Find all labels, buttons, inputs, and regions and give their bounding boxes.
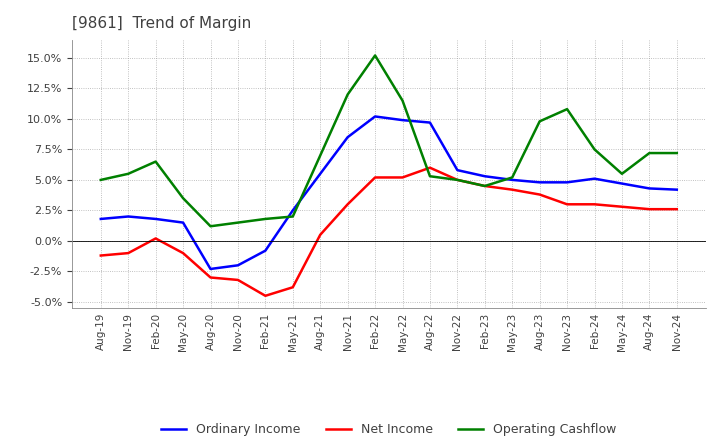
Net Income — [206, 275, 215, 280]
Net Income — [426, 165, 434, 170]
Net Income — [289, 285, 297, 290]
Ordinary Income — [536, 180, 544, 185]
Net Income — [645, 206, 654, 212]
Operating Cashflow — [233, 220, 242, 225]
Net Income — [508, 187, 516, 192]
Operating Cashflow — [371, 53, 379, 58]
Operating Cashflow — [179, 195, 187, 201]
Ordinary Income — [480, 174, 489, 179]
Operating Cashflow — [480, 183, 489, 189]
Operating Cashflow — [426, 174, 434, 179]
Net Income — [233, 277, 242, 282]
Line: Net Income: Net Income — [101, 168, 677, 296]
Operating Cashflow — [96, 177, 105, 183]
Net Income — [316, 232, 325, 238]
Operating Cashflow — [590, 147, 599, 152]
Ordinary Income — [508, 177, 516, 183]
Ordinary Income — [590, 176, 599, 181]
Ordinary Income — [563, 180, 572, 185]
Ordinary Income — [426, 120, 434, 125]
Operating Cashflow — [618, 171, 626, 176]
Operating Cashflow — [563, 106, 572, 112]
Ordinary Income — [261, 248, 270, 253]
Net Income — [563, 202, 572, 207]
Operating Cashflow — [536, 119, 544, 124]
Ordinary Income — [206, 266, 215, 271]
Operating Cashflow — [151, 159, 160, 164]
Ordinary Income — [151, 216, 160, 222]
Operating Cashflow — [508, 175, 516, 180]
Ordinary Income — [645, 186, 654, 191]
Operating Cashflow — [261, 216, 270, 222]
Legend: Ordinary Income, Net Income, Operating Cashflow: Ordinary Income, Net Income, Operating C… — [156, 418, 621, 440]
Line: Ordinary Income: Ordinary Income — [101, 117, 677, 269]
Ordinary Income — [96, 216, 105, 222]
Net Income — [536, 192, 544, 197]
Net Income — [124, 250, 132, 256]
Net Income — [590, 202, 599, 207]
Net Income — [618, 204, 626, 209]
Net Income — [398, 175, 407, 180]
Operating Cashflow — [453, 177, 462, 183]
Ordinary Income — [371, 114, 379, 119]
Operating Cashflow — [316, 153, 325, 158]
Ordinary Income — [672, 187, 681, 192]
Ordinary Income — [453, 168, 462, 173]
Operating Cashflow — [672, 150, 681, 156]
Operating Cashflow — [398, 98, 407, 103]
Ordinary Income — [398, 117, 407, 123]
Ordinary Income — [124, 214, 132, 219]
Ordinary Income — [618, 181, 626, 186]
Net Income — [672, 206, 681, 212]
Net Income — [371, 175, 379, 180]
Operating Cashflow — [206, 224, 215, 229]
Ordinary Income — [316, 171, 325, 176]
Operating Cashflow — [343, 92, 352, 97]
Net Income — [480, 183, 489, 189]
Operating Cashflow — [124, 171, 132, 176]
Ordinary Income — [343, 135, 352, 140]
Net Income — [261, 293, 270, 298]
Net Income — [179, 250, 187, 256]
Text: [9861]  Trend of Margin: [9861] Trend of Margin — [72, 16, 251, 32]
Ordinary Income — [289, 208, 297, 213]
Operating Cashflow — [289, 214, 297, 219]
Ordinary Income — [179, 220, 187, 225]
Net Income — [96, 253, 105, 258]
Net Income — [151, 236, 160, 241]
Net Income — [453, 177, 462, 183]
Net Income — [343, 202, 352, 207]
Operating Cashflow — [645, 150, 654, 156]
Line: Operating Cashflow: Operating Cashflow — [101, 55, 677, 226]
Ordinary Income — [233, 263, 242, 268]
